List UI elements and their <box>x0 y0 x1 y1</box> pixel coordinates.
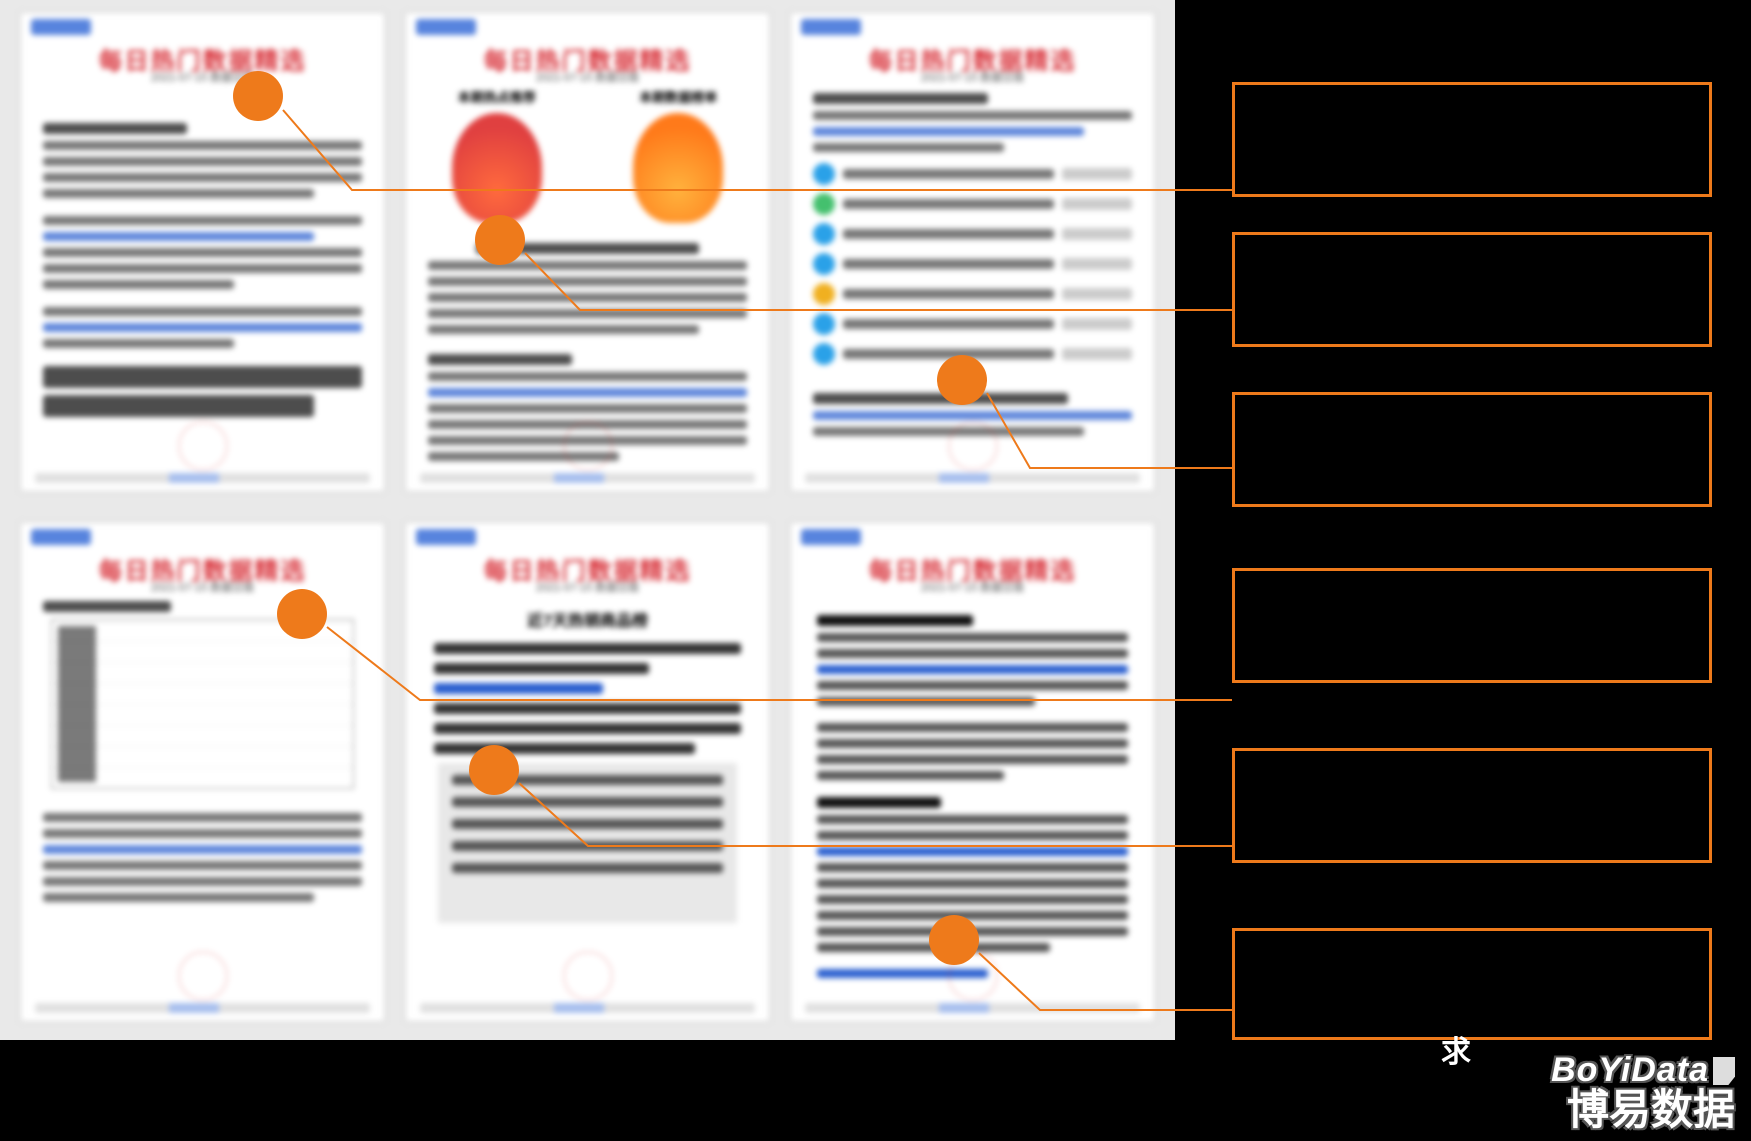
flame-icon <box>633 113 723 223</box>
bullet-list <box>434 643 741 763</box>
rank-row <box>813 193 1132 215</box>
doc5-heading: 近7天热销商品榜 <box>406 607 769 631</box>
doc-stamp <box>563 951 613 1001</box>
rank-row <box>813 223 1132 245</box>
doc-logo <box>31 529 91 545</box>
doc-footer <box>420 1003 755 1013</box>
ranking-list <box>813 163 1132 373</box>
rank-row <box>813 163 1132 185</box>
doc-thumbnail-2: 每日热门数据精选 2021-07-15 数据日报 本期热点推荐 本期数据榜单 <box>405 12 770 492</box>
annotation-box <box>1232 928 1712 1040</box>
brand-logo: BoYiData 博易数据 <box>1551 1053 1735 1131</box>
doc-footer <box>420 473 755 483</box>
callout-dot <box>937 355 987 405</box>
doc-thumbnail-1: 每日热门数据精选 2021-07-15 数据日报 <box>20 12 385 492</box>
annotation-box <box>1232 392 1712 507</box>
doc-stamp <box>178 951 228 1001</box>
doc-footer <box>35 1003 370 1013</box>
annotation-box <box>1232 232 1712 347</box>
callout-dot <box>277 589 327 639</box>
brand-cn: 博易数据 <box>1551 1089 1735 1131</box>
doc-thumbnail-4: 每日热门数据精选 2021-07-15 数据日报 <box>20 522 385 1022</box>
doc-logo <box>416 19 476 35</box>
doc-thumbnail-3: 每日热门数据精选 2021-07-15 数据日报 <box>790 12 1155 492</box>
doc-subtitle: 2021-07-15 数据日报 <box>21 579 384 595</box>
doc-stamp <box>563 421 613 471</box>
data-table <box>51 619 354 789</box>
doc-footer <box>805 1003 1140 1013</box>
doc-subtitle: 2021-07-15 数据日报 <box>791 69 1154 85</box>
doc-thumbnail-5: 每日热门数据精选 2021-07-15 数据日报 近7天热销商品榜 <box>405 522 770 1022</box>
callout-dot <box>475 215 525 265</box>
doc-logo <box>416 529 476 545</box>
corner-glyph: 求 <box>1441 1027 1471 1071</box>
flame-icon <box>452 113 542 223</box>
rank-row <box>813 283 1132 305</box>
annotation-box <box>1232 568 1712 683</box>
doc-footer <box>35 473 370 483</box>
annotation-box <box>1232 82 1712 197</box>
callout-dot <box>233 71 283 121</box>
rank-row <box>813 313 1132 335</box>
doc-logo <box>31 19 91 35</box>
doc-stamp <box>948 421 998 471</box>
brand-fold-icon <box>1713 1057 1735 1085</box>
doc-logo <box>801 19 861 35</box>
flame-icons <box>406 103 769 223</box>
doc-stamp <box>178 421 228 471</box>
callout-dot <box>469 745 519 795</box>
doc-logo <box>801 529 861 545</box>
rank-row <box>813 253 1132 275</box>
brand-en: BoYiData <box>1551 1051 1709 1089</box>
doc-subtitle: 2021-07-15 数据日报 <box>791 579 1154 595</box>
doc-subtitle: 2021-07-15 数据日报 <box>406 579 769 595</box>
annotation-box <box>1232 748 1712 863</box>
callout-dot <box>929 915 979 965</box>
doc-subtitle: 2021-07-15 数据日报 <box>21 69 384 85</box>
doc-footer <box>805 473 1140 483</box>
doc-subtitle: 2021-07-15 数据日报 <box>406 69 769 85</box>
